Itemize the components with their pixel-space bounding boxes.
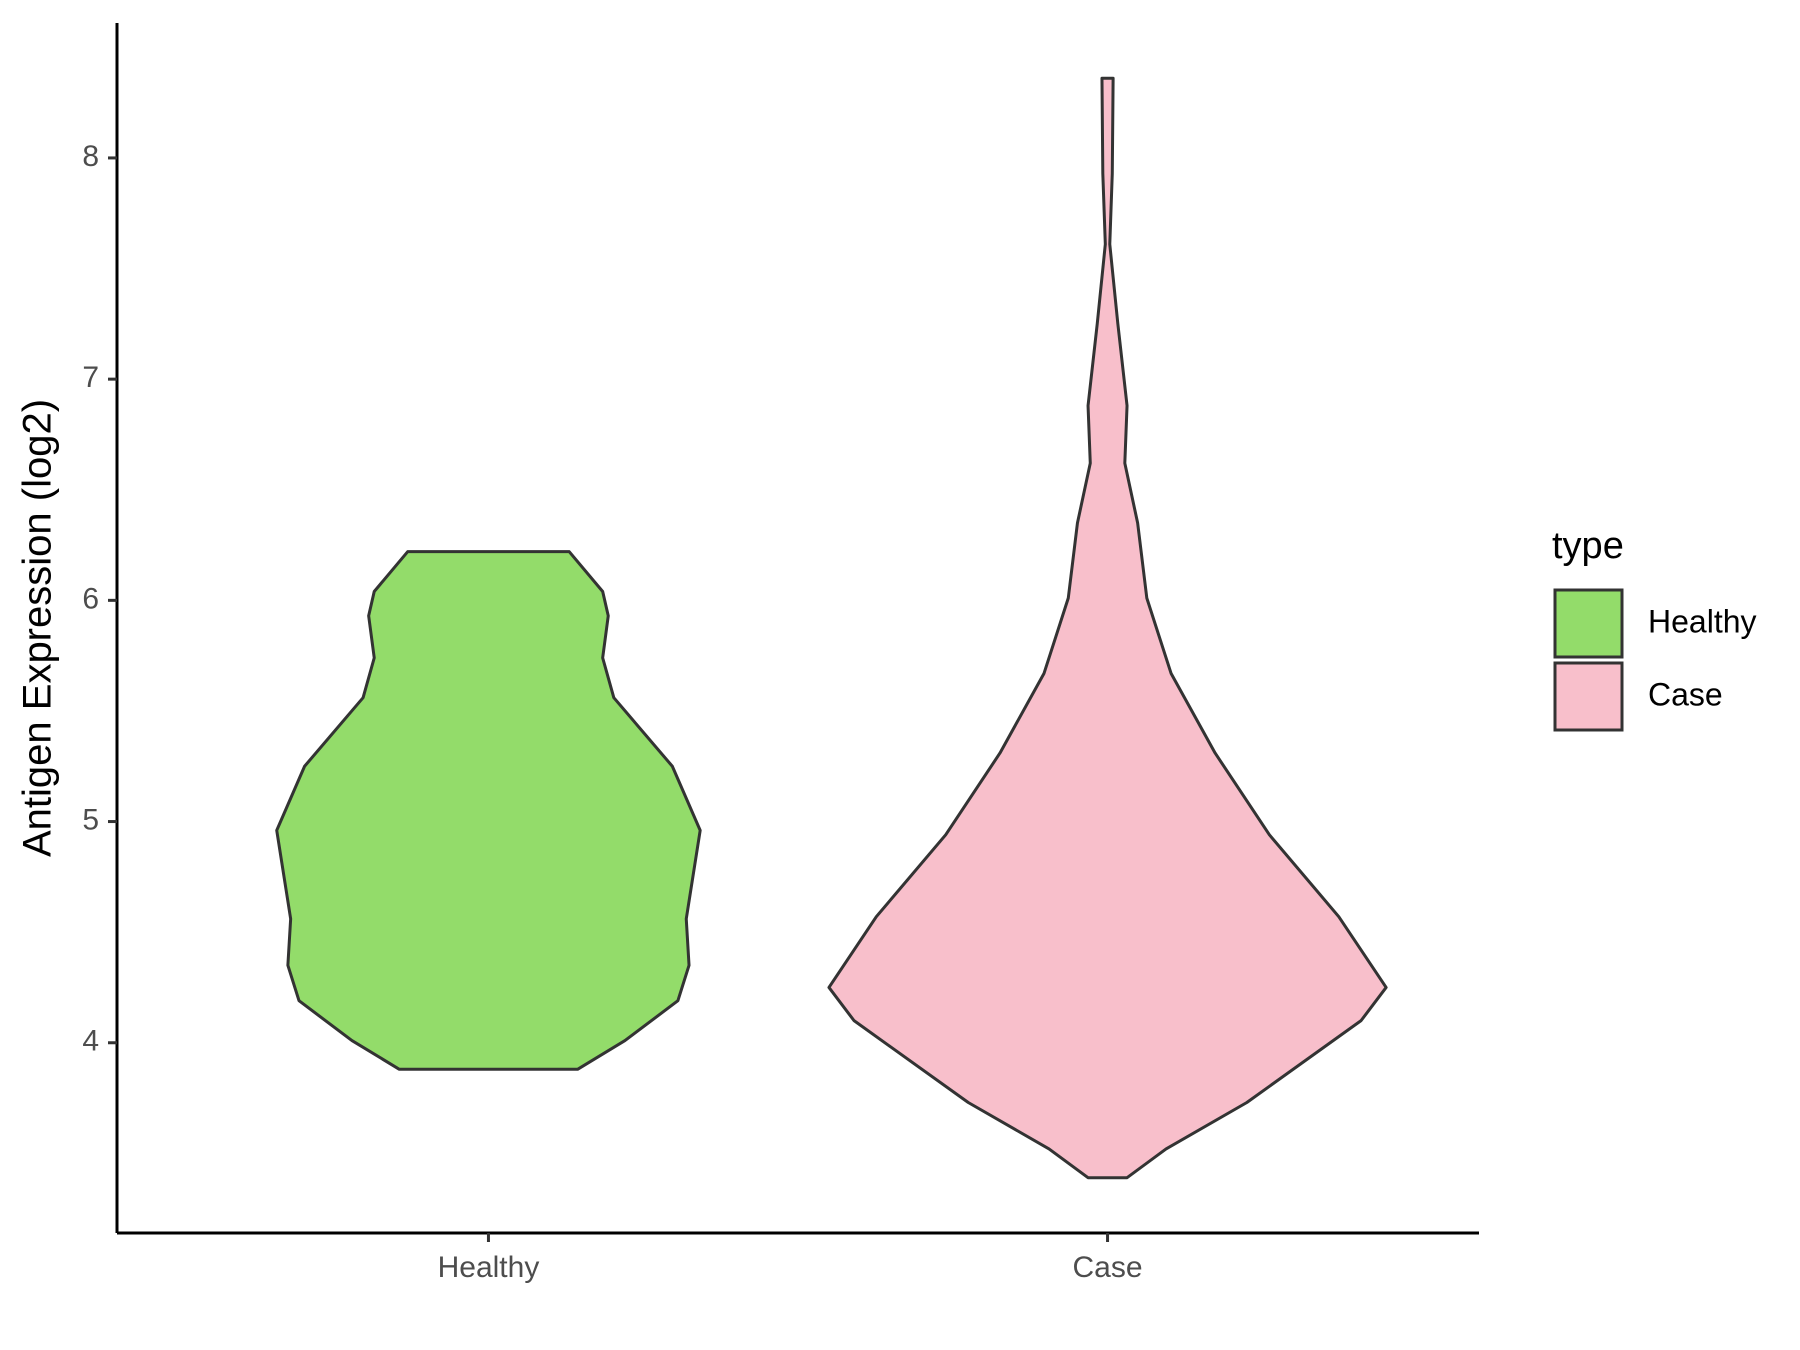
legend-title: type	[1552, 525, 1624, 567]
y-tick-label: 4	[82, 1025, 99, 1058]
legend-key	[1553, 661, 1624, 732]
legend-label: Healthy	[1648, 603, 1757, 639]
y-axis-label: Antigen Expression (log2)	[16, 399, 60, 857]
legend-key	[1553, 588, 1624, 659]
y-tick-label: 5	[82, 803, 99, 836]
y-tick-label: 8	[82, 140, 99, 173]
x-tick-label: Healthy	[438, 1251, 540, 1284]
x-tick-label: Case	[1073, 1251, 1143, 1284]
y-tick-label: 7	[82, 361, 99, 394]
y-tick-label: 6	[82, 582, 99, 615]
violin	[275, 550, 702, 1071]
legend-label: Case	[1648, 676, 1723, 712]
violin	[827, 76, 1388, 1180]
